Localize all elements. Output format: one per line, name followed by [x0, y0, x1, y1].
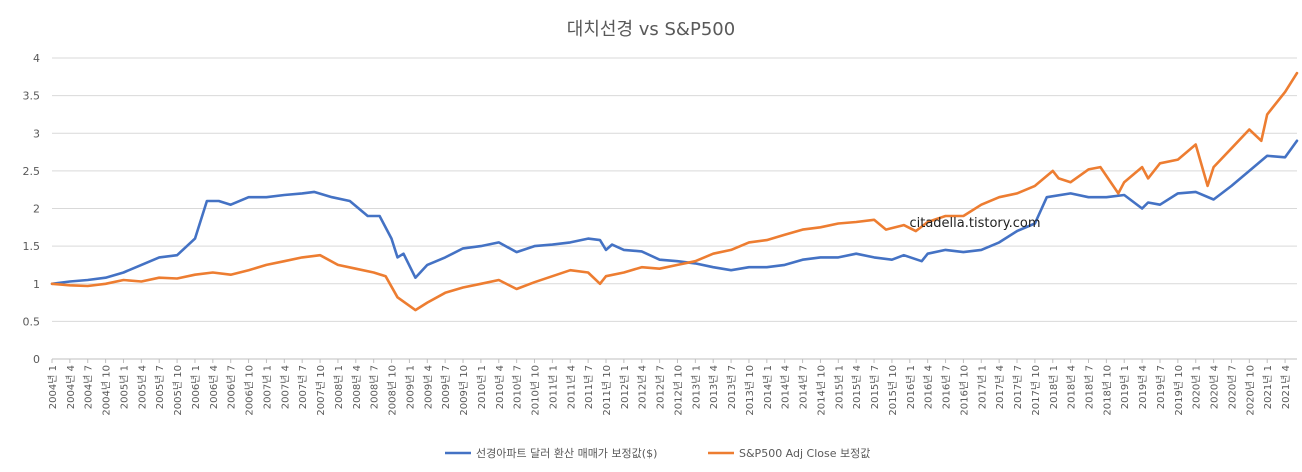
- x-tick-label: 2014년 10: [815, 365, 827, 416]
- series-line-2: [50, 71, 1299, 312]
- x-tick-label: 2015년 7: [869, 365, 881, 409]
- x-tick-label: 2019년 1: [1119, 365, 1131, 409]
- x-tick-label: 2011년 10: [601, 365, 613, 416]
- gridlines: [52, 57, 1297, 360]
- x-tick-label: 2013년 1: [690, 365, 702, 409]
- x-tick-label: 2013년 4: [708, 365, 720, 409]
- x-tick-label: 2010년 4: [494, 365, 506, 409]
- x-tick-label: 2014년 7: [798, 365, 810, 409]
- x-tick-label: 2012년 1: [619, 365, 631, 409]
- x-tick-label: 2016년 7: [941, 365, 953, 409]
- x-tick-label: 2007년 7: [297, 365, 309, 409]
- x-tick-label: 2009년 7: [440, 365, 452, 409]
- x-tick-label: 2011년 4: [565, 365, 577, 409]
- x-tick-label: 2012년 7: [655, 365, 667, 409]
- x-tick-label: 2008년 4: [351, 365, 363, 409]
- x-tick-label: 2007년 1: [261, 365, 273, 409]
- y-tick-label: 3: [33, 127, 40, 140]
- x-tick-label: 2011년 7: [583, 365, 595, 409]
- series-lines: [50, 71, 1299, 312]
- x-tick-label: 2021년 4: [1280, 365, 1292, 409]
- x-tick-label: 2017년 10: [1030, 365, 1042, 416]
- x-tick-label: 2008년 7: [369, 365, 381, 409]
- y-axis-ticks: 0 0.5 1 1.5 2 2.5 3 3.5 4: [23, 52, 41, 366]
- x-tick-label: 2008년 1: [333, 365, 345, 409]
- x-tick-label: 2020년 1: [1191, 365, 1203, 409]
- x-tick-label: 2006년 7: [226, 365, 238, 409]
- x-tick-label: 2010년 10: [530, 365, 542, 416]
- legend-label-2: S&P500 Adj Close 보정값: [739, 447, 870, 460]
- x-tick-label: 2019년 10: [1173, 365, 1185, 416]
- x-tick-label: 2005년 7: [154, 365, 166, 409]
- x-tick-label: 2004년 7: [83, 365, 95, 409]
- x-tick-label: 2014년 4: [780, 365, 792, 409]
- x-tick-label: 2011년 1: [547, 365, 559, 409]
- x-tick-label: 2009년 4: [422, 365, 434, 409]
- x-tick-label: 2017년 4: [994, 365, 1006, 409]
- x-tick-label: 2005년 4: [136, 365, 148, 409]
- x-tick-label: 2007년 4: [279, 365, 291, 409]
- x-tick-label: 2013년 7: [726, 365, 738, 409]
- x-tick-label: 2010년 7: [512, 365, 524, 409]
- x-tick-label: 2006년 10: [244, 365, 256, 416]
- chart-title: 대치선경 vs S&P500: [567, 19, 735, 40]
- x-tick-label: 2021년 1: [1262, 365, 1274, 409]
- x-tick-label: 2007년 10: [315, 365, 327, 416]
- x-tick-label: 2018년 4: [1066, 365, 1078, 409]
- x-axis-ticks: 2004년 1 2004년 4 2004년 7 2004년 10 2005년 1 2005…: [47, 359, 1292, 416]
- x-tick-label: 2016년 10: [958, 365, 970, 416]
- x-tick-label: 2016년 4: [923, 365, 935, 409]
- x-tick-label: 2020년 7: [1226, 365, 1238, 409]
- x-tick-label: 2006년 4: [208, 365, 220, 409]
- y-tick-label: 3.5: [23, 90, 41, 103]
- x-tick-label: 2020년 10: [1244, 365, 1256, 416]
- x-tick-label: 2005년 10: [172, 365, 184, 416]
- x-tick-label: 2012년 4: [637, 365, 649, 409]
- watermark-annotation: citadella.tistory.com: [909, 216, 1040, 231]
- x-tick-label: 2009년 1: [404, 365, 416, 409]
- x-tick-label: 2009년 10: [458, 365, 470, 416]
- x-tick-label: 2017년 7: [1012, 365, 1024, 409]
- x-tick-label: 2010년 1: [476, 365, 488, 409]
- x-tick-label: 2004년 1: [47, 365, 59, 409]
- y-tick-label: 0.5: [23, 315, 41, 328]
- x-tick-label: 2019년 7: [1155, 365, 1167, 409]
- x-tick-label: 2014년 1: [762, 365, 774, 409]
- x-tick-label: 2012년 10: [672, 365, 684, 416]
- x-tick-label: 2018년 1: [1048, 365, 1060, 409]
- x-tick-label: 2015년 1: [833, 365, 845, 409]
- x-tick-label: 2016년 1: [905, 365, 917, 409]
- y-tick-label: 2.5: [23, 165, 41, 178]
- x-tick-label: 2019년 4: [1137, 365, 1149, 409]
- x-tick-label: 2015년 10: [887, 365, 899, 416]
- x-tick-label: 2005년 1: [118, 365, 130, 409]
- x-tick-label: 2017년 1: [976, 365, 988, 409]
- x-tick-label: 2015년 4: [851, 365, 863, 409]
- y-tick-label: 2: [33, 203, 40, 216]
- x-tick-label: 2013년 10: [744, 365, 756, 416]
- x-tick-label: 2004년 4: [65, 365, 77, 409]
- y-tick-label: 4: [33, 52, 40, 65]
- y-tick-label: 1.5: [23, 240, 41, 253]
- y-tick-label: 0: [33, 353, 40, 366]
- legend-label-1: 선경아파트 달러 환산 매매가 보정값($): [476, 447, 657, 460]
- x-tick-label: 2008년 10: [387, 365, 399, 416]
- x-tick-label: 2006년 1: [190, 365, 202, 409]
- legend: 선경아파트 달러 환산 매매가 보정값($) S&P500 Adj Close 보…: [445, 447, 870, 460]
- x-tick-label: 2018년 7: [1084, 365, 1096, 409]
- series-line-1: [50, 139, 1299, 286]
- y-tick-label: 1: [33, 278, 40, 291]
- x-tick-label: 2020년 4: [1209, 365, 1221, 409]
- x-tick-label: 2004년 10: [101, 365, 113, 416]
- x-tick-label: 2018년 10: [1101, 365, 1113, 416]
